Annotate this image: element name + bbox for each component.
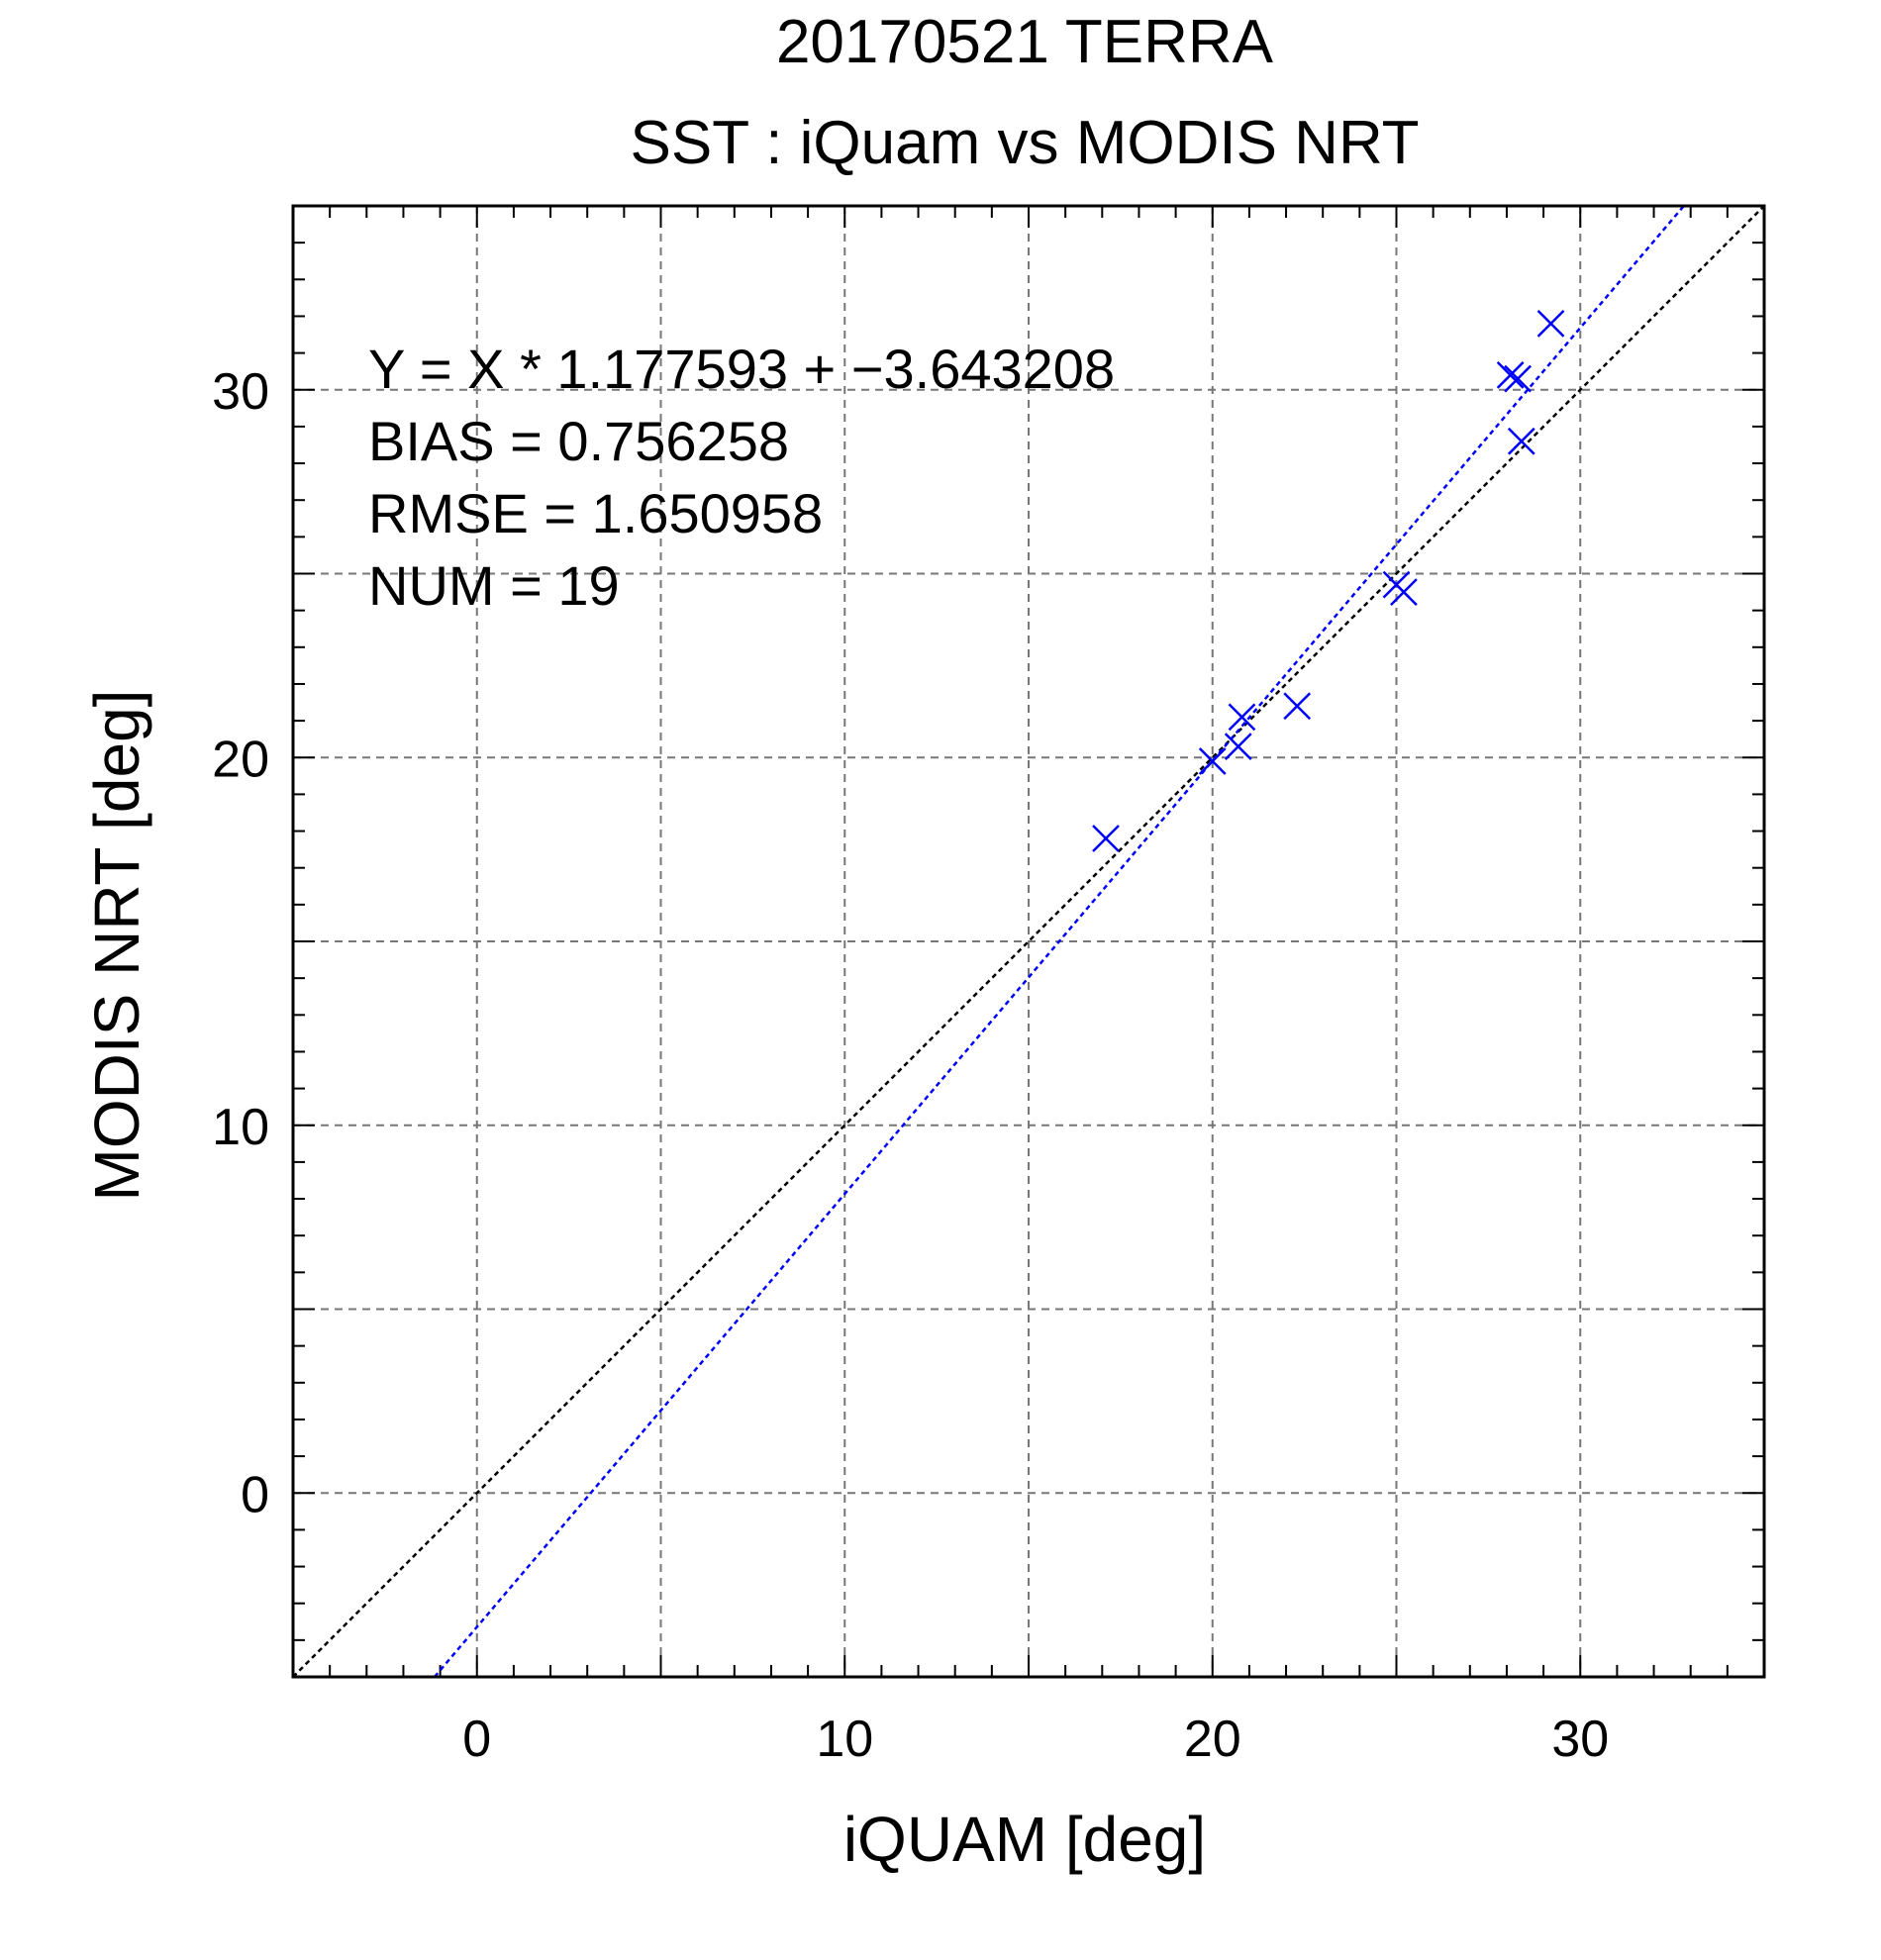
- data-point-stroke: [1504, 364, 1532, 393]
- data-point: [1390, 578, 1418, 606]
- data-point: [1228, 703, 1256, 732]
- x-tick-label: 0: [462, 1711, 491, 1768]
- data-point-stroke: [1092, 825, 1120, 852]
- y-tick-label: 0: [241, 1466, 269, 1523]
- data-point: [1536, 309, 1565, 338]
- y-tick-label: 20: [212, 731, 269, 788]
- y-axis-label: MODIS NRT [deg]: [81, 690, 152, 1202]
- regression-line: [433, 205, 1685, 1678]
- data-point: [1496, 361, 1525, 389]
- x-tick-label: 30: [1551, 1711, 1609, 1768]
- data-point-stroke: [1283, 692, 1312, 721]
- data-point-stroke: [1496, 361, 1525, 389]
- grid-lines: [293, 206, 1764, 1677]
- data-point: [1507, 427, 1535, 455]
- stats-annotation: NUM = 19: [368, 554, 620, 617]
- stats-annotation: Y = X * 1.177593 + −3.643208: [368, 338, 1115, 400]
- data-point: [1224, 733, 1252, 760]
- data-point: [1198, 747, 1227, 775]
- x-tick-label: 10: [816, 1711, 873, 1768]
- data-point-stroke: [1224, 733, 1252, 760]
- x-axis-label: iQUAM [deg]: [843, 1804, 1206, 1875]
- chart-title: 20170521 TERRA: [776, 8, 1274, 76]
- x-tick-label: 20: [1184, 1711, 1241, 1768]
- stats-annotations: Y = X * 1.177593 + −3.643208 BIAS = 0.756…: [368, 338, 1115, 617]
- data-point: [1283, 692, 1312, 721]
- stats-annotation: BIAS = 0.756258: [368, 410, 789, 472]
- plot-frame: [291, 204, 1766, 1679]
- data-point-stroke: [1198, 747, 1227, 775]
- data-point-stroke: [1390, 578, 1418, 606]
- y-tick-label: 10: [212, 1099, 269, 1156]
- data-point-stroke: [1228, 703, 1256, 732]
- axis-ticks: [293, 206, 1764, 1677]
- tick-labels: 0 10 20 30 0 10 20 30: [212, 363, 1609, 1768]
- data-points: [1092, 309, 1565, 852]
- data-point: [1092, 825, 1120, 852]
- chart-subtitle: SST : iQuam vs MODIS NRT: [631, 109, 1420, 177]
- y-tick-label: 30: [212, 363, 269, 421]
- data-point-stroke: [1507, 427, 1535, 455]
- data-point-stroke: [1536, 309, 1565, 338]
- data-point: [1504, 364, 1532, 393]
- stats-annotation: RMSE = 1.650958: [368, 482, 823, 544]
- reference-lines: [292, 205, 1765, 1678]
